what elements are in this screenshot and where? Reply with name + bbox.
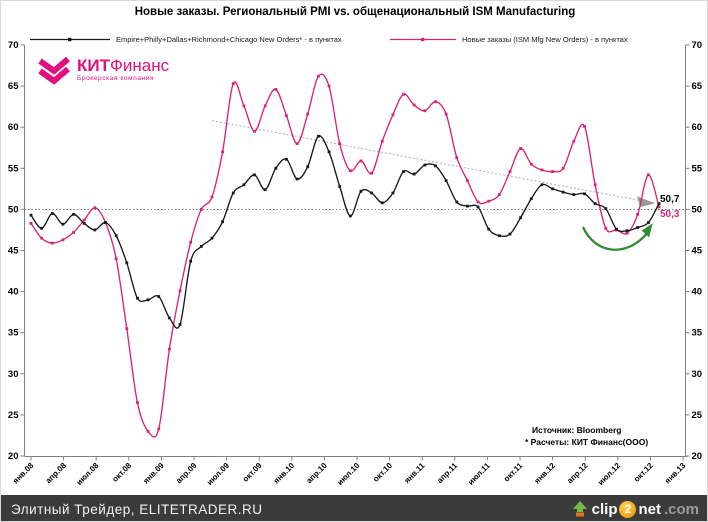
y-tick-label-left: 70 — [8, 40, 19, 51]
series-ism-line — [29, 73, 661, 438]
x-tick-label: апр.09 — [174, 461, 199, 486]
logo-wordmark-kit: КИТ — [77, 56, 110, 75]
chart-canvas: 20 20 25 25 30 30 35 35 40 40 45 45 50 50 55 55 60 60 65 65… — [8, 40, 703, 487]
green-recovery-arrow — [581, 223, 653, 251]
x-tick-label: янв.09 — [141, 461, 166, 486]
axes — [24, 45, 688, 457]
x-tick-label: апр.10 — [305, 461, 330, 486]
x-tick-label: янв.12 — [533, 461, 558, 486]
clip2net-clip-text: clip — [591, 500, 618, 518]
y-tick-label-right: 65 — [692, 81, 703, 92]
clip2net-net-text: net — [638, 500, 661, 518]
x-tick-label: янв.10 — [272, 461, 297, 486]
y-tick-label-right: 20 — [692, 451, 703, 462]
x-tick-label: июл.10 — [335, 461, 361, 487]
logo-tagline: Брокерская компания — [77, 75, 155, 82]
legend-line-pink-icon — [390, 37, 456, 42]
legend-line-black-icon — [30, 37, 110, 42]
x-tick-label: окт.12 — [632, 461, 655, 484]
y-tick-label-left: 20 — [8, 451, 19, 462]
y-tick-label-right: 60 — [692, 122, 703, 133]
clip2net-logo: clip 2 net .com — [571, 500, 707, 518]
x-tick-label: апр.12 — [565, 461, 590, 486]
y-tick-label-left: 60 — [8, 122, 19, 133]
source-line-calculations: * Расчеты: КИТ Финанс(ООО) — [525, 437, 649, 448]
y-tick-label-left: 40 — [8, 287, 19, 298]
clip2net-upload-arrow-icon — [572, 501, 587, 517]
x-tick-label: окт.10 — [371, 461, 394, 484]
annotation-regional-last-value: 50,7 — [660, 194, 680, 205]
annotation-ism-last-value: 50,3 — [660, 209, 680, 220]
y-tick-label-right: 40 — [692, 287, 703, 298]
x-tick-label: июл.08 — [75, 461, 101, 487]
y-tick-label-right: 30 — [692, 369, 703, 380]
x-tick-label: окт.09 — [241, 461, 264, 484]
x-tick-label: окт.08 — [110, 461, 133, 484]
y-tick-label-left: 35 — [8, 328, 19, 339]
kit-finance-logo: КИТФинанс Брокерская компания — [37, 57, 169, 86]
legend-entry-ism: Новые заказы (ISM Mfg New Orders) - в пу… — [389, 35, 628, 44]
x-axis-ticks: янв.08 апр.08 июл.08 окт.08 янв.09 апр.09 июл.… — [11, 456, 688, 487]
source-line-bloomberg: Источник: Bloomberg — [532, 425, 622, 435]
footer-bar: Элитный Трейдер, ELITETRADER.RU clip 2 n… — [1, 495, 707, 521]
footer-site-text: Элитный Трейдер, ELITETRADER.RU — [11, 501, 263, 517]
chart-title: Новые заказы. Региональный PMI vs. общен… — [134, 6, 576, 18]
y-tick-label-right: 70 — [692, 40, 703, 51]
y-tick-label-left: 25 — [8, 410, 19, 421]
legend-entry-regional: Empire+Philly+Dallas+Richmond+Chicago Ne… — [29, 35, 342, 44]
legend-label-ism: Новые заказы (ISM Mfg New Orders) - в пу… — [462, 35, 628, 44]
clip2net-com-text: .com — [663, 500, 699, 518]
y-tick-label-right: 55 — [692, 163, 703, 174]
logo-text: КИТФинанс Брокерская компания — [77, 57, 169, 83]
logo-wordmark-finans: Финанс — [109, 56, 170, 75]
kit-finance-whale-tail-icon — [38, 57, 70, 85]
x-tick-label: янв.11 — [402, 461, 427, 486]
y-tick-label-left: 55 — [8, 163, 19, 174]
y-tick-label-right: 25 — [692, 410, 703, 421]
series-regional-line — [29, 134, 661, 329]
logo-wordmark: КИТФинанс — [77, 57, 169, 74]
y-tick-label-left: 65 — [8, 81, 19, 92]
clip2net-2-badge: 2 — [619, 500, 637, 518]
source-block: Источник: Bloomberg * Расчеты: КИТ Финан… — [525, 424, 648, 449]
x-tick-label: окт.11 — [502, 461, 525, 484]
y-axis-ticks: 20 20 25 25 30 30 35 35 40 40 45 45 50 50 55 55 60 60 65 65… — [8, 40, 703, 462]
y-tick-label-left: 50 — [8, 204, 19, 215]
x-tick-label: апр.08 — [44, 461, 69, 486]
legend-label-regional: Empire+Philly+Dallas+Richmond+Chicago Ne… — [116, 35, 342, 44]
y-tick-label-left: 45 — [8, 246, 19, 257]
x-tick-label: июл.11 — [466, 461, 492, 487]
y-tick-label-left: 30 — [8, 369, 19, 380]
y-tick-label-right: 50 — [692, 204, 703, 215]
x-tick-label: апр.11 — [435, 461, 459, 485]
x-tick-label: янв.08 — [11, 461, 36, 486]
x-tick-label: янв.13 — [663, 461, 688, 486]
x-tick-label: июл.09 — [205, 461, 231, 487]
x-tick-label: июл.12 — [596, 461, 622, 487]
y-tick-label-right: 45 — [692, 246, 703, 257]
y-tick-label-right: 35 — [692, 328, 703, 339]
